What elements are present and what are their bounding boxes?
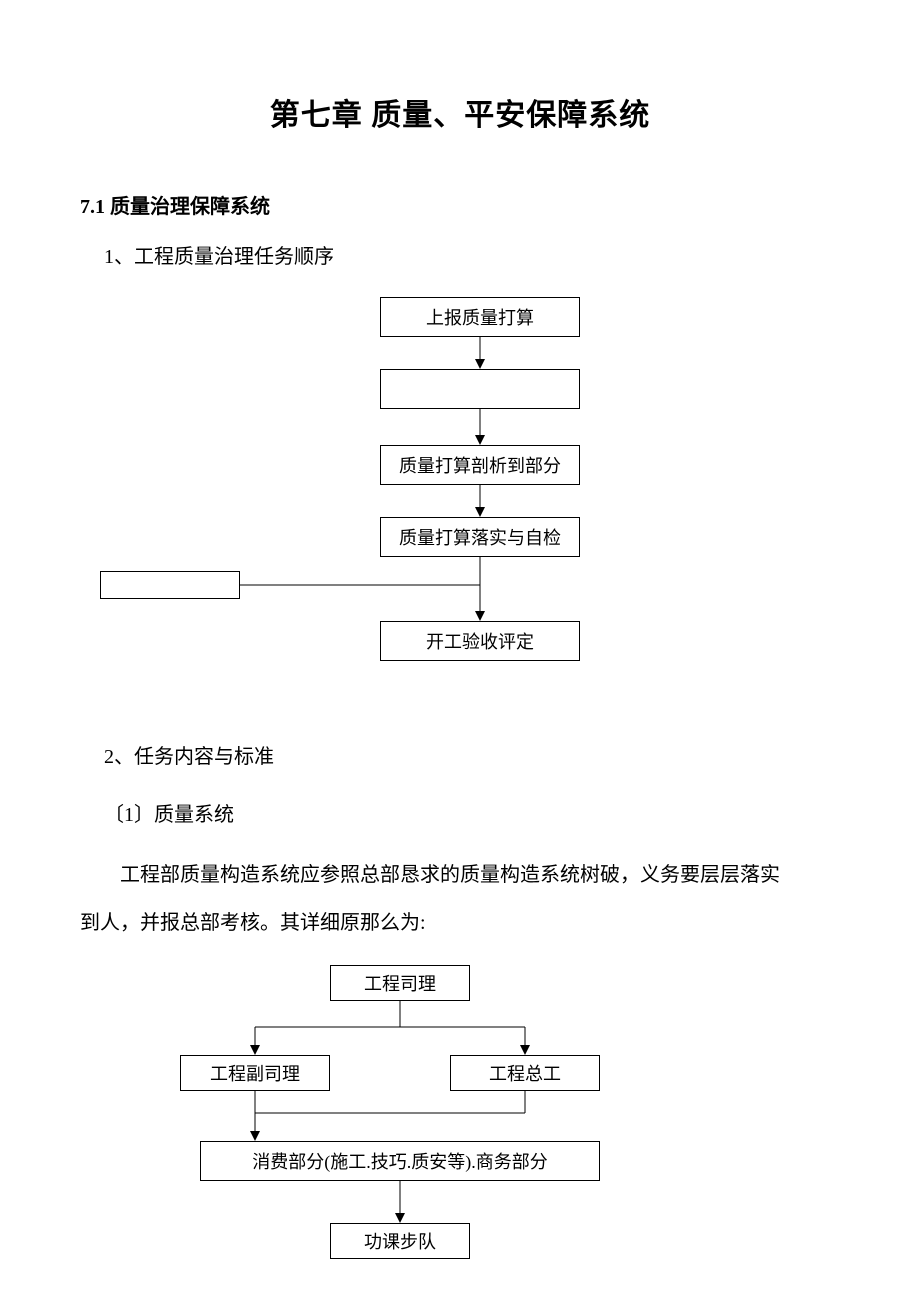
flowchart-node: 上报质量打算 <box>380 297 580 337</box>
paragraph: 到人，并报总部考核。其详细原那么为: <box>80 901 840 945</box>
page-title: 第七章 质量、平安保障系统 <box>80 90 840 134</box>
flowchart-node: 工程副司理 <box>180 1055 330 1091</box>
section-heading: 7.1 质量治理保障系统 <box>80 190 840 219</box>
flowchart-node: 质量打算剖析到部分 <box>380 445 580 485</box>
list-item-1: 1、工程质量治理任务顺序 <box>104 237 840 277</box>
flowchart-2: 工程司理工程副司理 工程总工消费部分(施工.技巧.质安等).商务部分功课步队 <box>80 965 840 1285</box>
flowchart-node: 开工验收评定 <box>380 621 580 661</box>
flowchart-node <box>100 571 240 599</box>
flowchart-node: 工程司理 <box>330 965 470 1001</box>
flowchart-node <box>380 369 580 409</box>
flowchart-node: 消费部分(施工.技巧.质安等).商务部分 <box>200 1141 600 1181</box>
flowchart-node: 功课步队 <box>330 1223 470 1259</box>
paragraph: 工程部质量构造系统应参照总部恳求的质量构造系统树破，义务要层层落实 <box>80 853 840 897</box>
flowchart-node: 质量打算落实与自检 <box>380 517 580 557</box>
flowchart-node: 工程总工 <box>450 1055 600 1091</box>
flowchart-1: 上报质量打算质量打算剖析到部分质量打算落实与自检开工验收评定 <box>80 297 840 697</box>
list-item-2-sub: 〔1〕质量系统 <box>104 795 840 835</box>
list-item-2: 2、任务内容与标准 <box>104 737 840 777</box>
